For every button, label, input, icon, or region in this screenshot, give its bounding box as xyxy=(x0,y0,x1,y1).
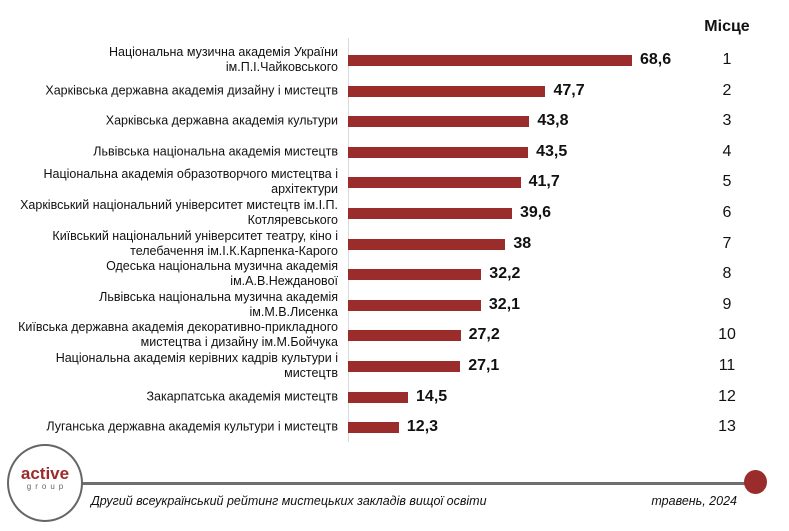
rank-label: 8 xyxy=(722,265,732,283)
category-label: Львівська національна академія мистецтв xyxy=(93,144,338,159)
bar-row: Львівська національна академія мистецтв 4… xyxy=(0,137,789,167)
logo-main-text: active xyxy=(20,464,70,483)
bar xyxy=(348,85,546,97)
category-label: Харківська державна академія дизайну і м… xyxy=(45,83,338,98)
logo-sub-text: group xyxy=(26,482,68,491)
value-label: 12,3 xyxy=(406,418,439,436)
category-label: Харківська державна академія культури xyxy=(105,113,338,128)
rank-label: 4 xyxy=(722,142,732,160)
category-label: Закарпатська академія мистецтв xyxy=(146,389,338,404)
bar xyxy=(348,422,399,434)
bar xyxy=(348,116,530,128)
active-group-logo: active group xyxy=(7,444,83,522)
footer-dot xyxy=(744,470,767,494)
value-label: 41,7 xyxy=(528,173,560,191)
bar-row: Одеська національна музична академія ім.… xyxy=(0,259,789,289)
bar xyxy=(348,299,481,311)
category-label: Харківський національний університет мис… xyxy=(20,198,338,227)
bar xyxy=(348,391,409,403)
category-label: Львівська національна музична академія і… xyxy=(99,289,338,319)
rank-label: 6 xyxy=(722,204,732,221)
category-label: Луганська державна академія культури і м… xyxy=(46,419,338,434)
category-label: Київська державна академія декоративно-п… xyxy=(18,320,338,350)
bar-row: Київська державна академія декоративно-п… xyxy=(0,320,789,350)
bar-row: Національна музична академія України ім.… xyxy=(0,45,789,75)
category-label: Національна академія образотворчого мист… xyxy=(43,167,338,197)
bar xyxy=(348,55,632,66)
rank-column-header: Місце xyxy=(704,18,750,35)
rank-label: 2 xyxy=(722,81,732,99)
rank-label: 11 xyxy=(718,357,736,374)
category-label: Київський національний університет театр… xyxy=(52,228,338,258)
rank-label: 9 xyxy=(722,295,732,313)
value-label: 32,2 xyxy=(489,265,521,283)
rank-label: 13 xyxy=(718,418,736,436)
bar-row: Харківський національний університет мис… xyxy=(0,198,789,228)
bar xyxy=(348,269,482,281)
bar xyxy=(348,177,521,189)
value-label: 43,8 xyxy=(537,112,569,130)
bar xyxy=(348,361,461,372)
value-label: 43,5 xyxy=(536,142,568,160)
rank-label: 10 xyxy=(718,326,736,344)
value-label: 39,6 xyxy=(519,204,552,221)
value-label: 47,7 xyxy=(553,81,585,99)
category-label: Національна академія керівних кадрів кул… xyxy=(55,351,338,380)
footer-title: Другий всеукраїнський рейтинг мистецьких… xyxy=(91,494,487,508)
footer-date: травень, 2024 xyxy=(651,494,737,508)
value-label: 14,5 xyxy=(416,387,448,405)
bar-row: Харківська державна академія дизайну і м… xyxy=(0,76,789,106)
value-label: 27,2 xyxy=(468,326,500,344)
bar-row: Львівська національна музична академія і… xyxy=(0,290,789,320)
value-label: 27,1 xyxy=(468,357,500,374)
bar xyxy=(348,146,529,158)
bar xyxy=(348,208,512,219)
footer-divider xyxy=(60,482,750,485)
bar xyxy=(348,330,461,342)
value-label: 32,1 xyxy=(488,295,521,313)
rank-label: 5 xyxy=(722,173,732,191)
value-label: 38 xyxy=(513,234,532,252)
rank-label: 7 xyxy=(722,234,732,252)
value-label: 68,6 xyxy=(640,51,672,68)
rank-label: 12 xyxy=(718,387,736,405)
bar-row: Харківська державна академія культури 43,… xyxy=(0,106,789,136)
bar-row: Національна академія керівних кадрів кул… xyxy=(0,351,789,381)
bar-row: Луганська державна академія культури і м… xyxy=(0,412,789,442)
bar-row: Національна академія образотворчого мист… xyxy=(0,167,789,197)
bar-row: Київський національний університет театр… xyxy=(0,229,789,259)
category-label: Одеська національна музична академія ім.… xyxy=(106,259,338,289)
bar-row: Закарпатська академія мистецтв 14,5 12 xyxy=(0,382,789,412)
bar xyxy=(348,238,506,250)
rank-label: 3 xyxy=(722,112,732,130)
rank-label: 1 xyxy=(722,51,732,68)
category-label: Національна музична академія України ім.… xyxy=(108,45,338,74)
